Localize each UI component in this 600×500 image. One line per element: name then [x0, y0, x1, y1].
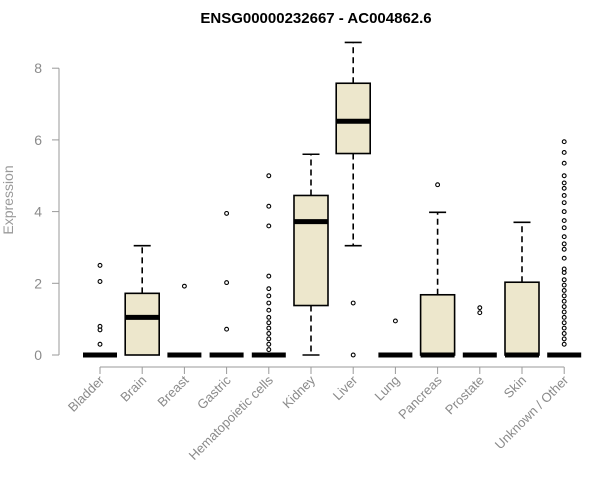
- outlier-point: [561, 173, 567, 179]
- outlier-point: [266, 173, 272, 179]
- outlier-point: [97, 279, 103, 284]
- outlier-point: [97, 323, 103, 329]
- y-tick-label: 8: [34, 60, 42, 76]
- outlier-point: [266, 347, 272, 353]
- box-group: [335, 41, 372, 358]
- outlier-point: [561, 246, 567, 252]
- box-iqr: [335, 82, 372, 155]
- outlier-point: [266, 223, 272, 229]
- box-group: [83, 262, 117, 358]
- box-group: [124, 244, 160, 356]
- box-group: [378, 318, 413, 358]
- box-group: [293, 153, 329, 356]
- outlier-point: [350, 300, 356, 306]
- y-tick-label: 4: [34, 204, 42, 220]
- outlier-point: [561, 160, 567, 166]
- y-tick-label: 0: [34, 347, 42, 363]
- outlier-point: [224, 210, 230, 216]
- box-group: [209, 210, 244, 358]
- box-group: [547, 139, 582, 358]
- x-tick-label: Lung: [371, 373, 402, 404]
- box-group: [419, 182, 456, 358]
- outlier-point: [266, 331, 272, 336]
- box-group: [462, 305, 497, 358]
- outlier-point: [561, 180, 567, 186]
- outlier-point: [561, 200, 567, 206]
- outlier-point: [561, 314, 567, 320]
- x-tick-label: Prostate: [442, 373, 487, 418]
- chart-title: ENSG00000232667 - AC004862.6: [200, 10, 431, 27]
- outlier-point: [561, 288, 567, 293]
- y-tick-label: 2: [34, 275, 42, 291]
- y-tick-label: 6: [34, 132, 42, 148]
- outlier-point: [266, 307, 272, 313]
- outlier-point: [224, 280, 230, 286]
- outlier-point: [561, 336, 567, 342]
- x-tick-label: Pancreas: [395, 372, 445, 422]
- x-tick-label: Breast: [154, 372, 191, 409]
- box-group: [504, 221, 540, 358]
- outlier-point: [561, 325, 567, 331]
- x-tick-label: Unknown / Other: [492, 372, 572, 452]
- outlier-point: [561, 234, 567, 240]
- outlier-point: [477, 305, 483, 311]
- outlier-point: [266, 336, 272, 342]
- outlier-point: [224, 326, 230, 332]
- outlier-point: [561, 320, 567, 326]
- x-tick-label: Gastric: [194, 372, 234, 412]
- outlier-point: [561, 193, 567, 198]
- outlier-point: [561, 266, 567, 272]
- box-iqr: [419, 293, 456, 356]
- outlier-point: [266, 325, 272, 331]
- box-iqr: [293, 194, 329, 307]
- box-iqr: [124, 292, 160, 356]
- outlier-point: [561, 331, 567, 336]
- outlier-point: [561, 185, 567, 191]
- outlier-point: [561, 277, 567, 283]
- x-tick-label: Liver: [330, 372, 361, 403]
- outlier-point: [97, 262, 103, 268]
- outlier-point: [181, 283, 187, 289]
- outlier-point: [266, 341, 272, 347]
- outlier-point: [561, 309, 567, 315]
- box-iqr: [504, 281, 540, 356]
- outlier-point: [97, 341, 103, 347]
- outlier-point: [561, 218, 567, 224]
- outlier-point: [561, 209, 567, 215]
- outlier-point: [561, 149, 567, 155]
- outlier-point: [561, 139, 567, 145]
- outlier-point: [266, 293, 272, 299]
- outlier-point: [561, 304, 567, 310]
- y-axis-label: Expression: [0, 165, 16, 234]
- outlier-point: [266, 286, 272, 292]
- outlier-point: [435, 182, 441, 188]
- x-tick-label: Bladder: [65, 372, 108, 415]
- outlier-point: [561, 341, 567, 347]
- outlier-point: [561, 282, 567, 288]
- outlier-point: [477, 310, 483, 316]
- outlier-point: [561, 225, 567, 231]
- outlier-point: [266, 273, 272, 279]
- box-group: [167, 283, 202, 358]
- outlier-point: [561, 298, 567, 304]
- outlier-point: [266, 320, 272, 326]
- y-axis-ticks: 0 2 4 6 8: [34, 60, 59, 363]
- outlier-point: [266, 314, 272, 320]
- x-tick-label: Brain: [117, 373, 149, 405]
- box-group: [251, 173, 286, 358]
- outlier-point: [266, 300, 272, 306]
- x-tick-label: Skin: [501, 373, 529, 401]
- outlier-point: [266, 203, 272, 209]
- box-series: [83, 41, 582, 358]
- x-tick-label: Kidney: [279, 372, 318, 411]
- outlier-point: [350, 352, 356, 358]
- outlier-point: [561, 255, 567, 261]
- outlier-point: [392, 318, 398, 324]
- outlier-point: [561, 241, 567, 247]
- outlier-point: [561, 293, 567, 299]
